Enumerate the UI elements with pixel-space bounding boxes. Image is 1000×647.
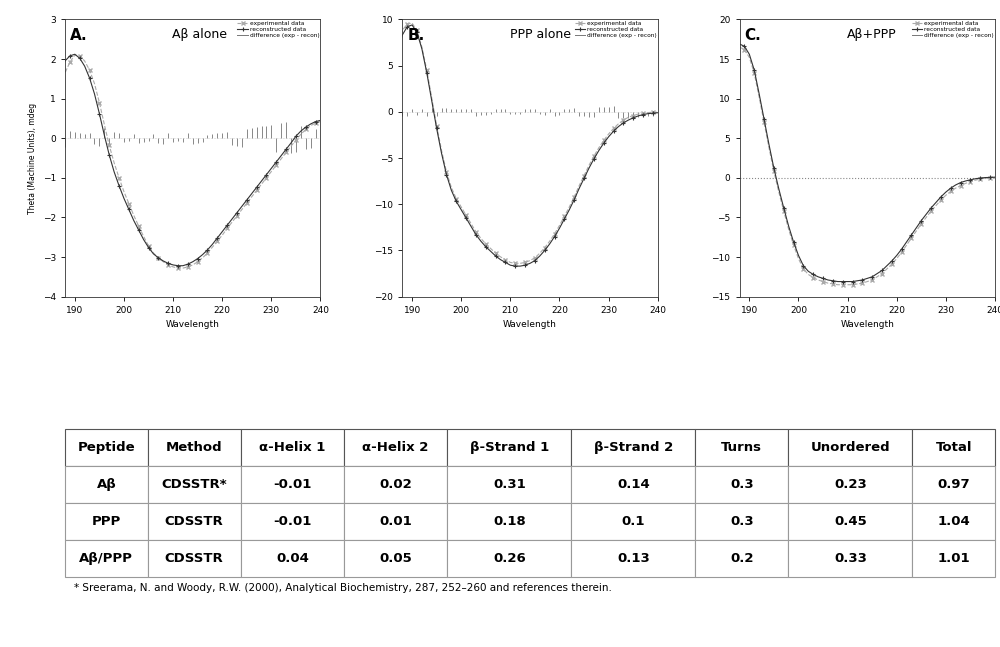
experimental data	[69, 51, 81, 59]
experimental data	[406, 19, 418, 27]
experimental data	[509, 259, 521, 267]
experimental data	[260, 174, 272, 182]
experimental data	[382, 94, 394, 102]
reconstructed data	[905, 231, 917, 239]
X-axis label: Wavelength: Wavelength	[840, 320, 894, 329]
reconstructed data	[832, 278, 844, 285]
experimental data	[147, 249, 159, 257]
Line: reconstructed data: reconstructed data	[48, 52, 323, 268]
reconstructed data	[881, 262, 893, 270]
experimental data	[44, 107, 56, 115]
experimental data	[935, 196, 947, 204]
Legend: experimental data, reconstructed data, difference (exp - recon): experimental data, reconstructed data, d…	[912, 21, 994, 38]
reconstructed data	[558, 215, 570, 223]
experimental data	[544, 237, 556, 245]
Text: * Sreerama, N. and Woody, R.W. (2000), Analytical Biochemistry, 287, 252–260 and: * Sreerama, N. and Woody, R.W. (2000), A…	[74, 583, 612, 593]
X-axis label: Wavelength: Wavelength	[503, 320, 557, 329]
reconstructed data	[231, 209, 243, 217]
reconstructed data	[652, 109, 664, 116]
experimental data	[568, 193, 580, 201]
reconstructed data	[544, 240, 556, 248]
Legend: experimental data, reconstructed data, difference (exp - recon): experimental data, reconstructed data, d…	[575, 21, 657, 38]
Text: B.: B.	[407, 28, 425, 43]
experimental data	[719, 75, 731, 83]
experimental data	[832, 281, 844, 289]
reconstructed data	[896, 245, 908, 253]
experimental data	[558, 212, 570, 220]
reconstructed data	[598, 139, 610, 147]
reconstructed data	[935, 193, 947, 201]
reconstructed data	[206, 241, 218, 248]
reconstructed data	[69, 50, 81, 58]
reconstructed data	[172, 262, 184, 270]
experimental data	[989, 173, 1000, 181]
experimental data	[231, 212, 243, 220]
reconstructed data	[719, 71, 731, 79]
experimental data	[172, 264, 184, 272]
reconstructed data	[260, 171, 272, 179]
reconstructed data	[147, 250, 159, 258]
experimental data	[905, 234, 917, 242]
reconstructed data	[822, 276, 834, 284]
reconstructed data	[221, 221, 233, 229]
Text: Aβ alone: Aβ alone	[172, 28, 227, 41]
experimental data	[734, 43, 746, 51]
reconstructed data	[485, 247, 497, 255]
reconstructed data	[509, 262, 521, 270]
experimental data	[652, 109, 664, 116]
Text: Aβ+PPP: Aβ+PPP	[847, 28, 896, 41]
Text: PPP alone: PPP alone	[510, 28, 571, 41]
Text: A.: A.	[70, 28, 88, 43]
Line: reconstructed data: reconstructed data	[722, 41, 997, 284]
reconstructed data	[44, 91, 56, 98]
Line: experimental data: experimental data	[386, 21, 659, 265]
experimental data	[822, 280, 834, 287]
experimental data	[881, 265, 893, 273]
experimental data	[598, 137, 610, 144]
reconstructed data	[734, 40, 746, 48]
experimental data	[724, 59, 736, 67]
experimental data	[386, 71, 398, 79]
reconstructed data	[314, 116, 326, 124]
reconstructed data	[724, 55, 736, 63]
Line: reconstructed data: reconstructed data	[385, 23, 660, 269]
reconstructed data	[49, 77, 61, 85]
experimental data	[485, 245, 497, 252]
reconstructed data	[386, 76, 398, 83]
X-axis label: Wavelength: Wavelength	[166, 320, 220, 329]
reconstructed data	[568, 195, 580, 203]
Legend: experimental data, reconstructed data, difference (exp - recon): experimental data, reconstructed data, d…	[237, 21, 319, 38]
experimental data	[896, 248, 908, 256]
Line: experimental data: experimental data	[49, 53, 322, 270]
Text: C.: C.	[745, 28, 761, 43]
reconstructed data	[406, 21, 418, 29]
Y-axis label: Theta (Machine Units), mdeg: Theta (Machine Units), mdeg	[28, 102, 37, 214]
reconstructed data	[989, 173, 1000, 181]
experimental data	[221, 225, 233, 232]
experimental data	[314, 118, 326, 126]
Line: experimental data: experimental data	[723, 45, 997, 287]
experimental data	[206, 243, 218, 251]
reconstructed data	[382, 99, 394, 107]
experimental data	[49, 94, 61, 102]
